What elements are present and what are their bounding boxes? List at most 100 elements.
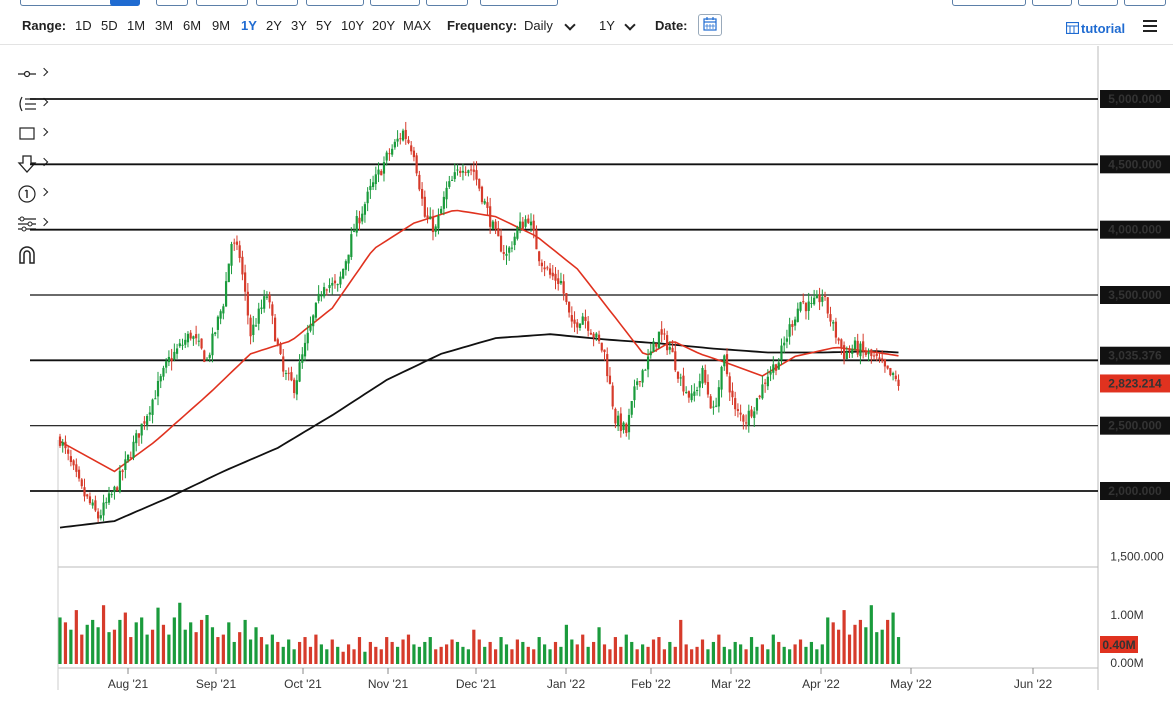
range-5y[interactable]: 5Y [316,18,332,33]
candle-body [764,382,767,384]
candle-body [135,433,138,444]
candle-body [423,196,426,217]
candle-body [401,130,405,141]
period-select[interactable]: 1Y [599,18,615,33]
price-tick-label: 2,500.000 [1108,419,1162,433]
volume-bar [592,641,596,664]
candle-body [467,170,470,174]
price-label-box [1100,286,1170,304]
frequency-select[interactable]: Daily [524,18,553,33]
volume-bar [390,641,394,664]
candle-body [358,217,361,224]
tutorial-link[interactable]: tutorial [1065,21,1126,36]
candle-body [97,511,100,519]
candle-body [780,345,783,361]
calendar-button[interactable] [698,14,722,36]
candle-body [197,340,200,342]
candle-body [309,324,312,331]
candle-body [246,291,249,316]
candle-body [295,380,298,395]
candle-body [170,357,173,362]
volume-bar [276,641,280,664]
volume-bar [281,646,285,664]
candle-body [881,358,884,362]
rectangle-tool[interactable] [14,124,54,146]
fibonacci-tool[interactable] [14,94,54,116]
candle-body [478,178,481,189]
candle-body [611,385,614,407]
magnet-tool[interactable] [14,244,54,266]
range-5d[interactable]: 5D [101,18,118,33]
tutorial-label: tutorial [1081,21,1126,36]
range-2y[interactable]: 2Y [266,18,282,33]
range-max[interactable]: MAX [403,18,432,33]
range-9m[interactable]: 9M [212,18,231,33]
volume-bar [69,629,73,664]
candle-body [489,206,492,227]
candle-body [630,401,633,415]
candle-body [872,355,876,357]
volume-bar [559,646,563,664]
range-1m[interactable]: 1M [127,18,146,33]
candle-body [761,384,764,399]
candle-body [195,334,198,339]
candle-body [162,367,165,377]
candle-body [832,322,835,324]
candle-body [388,153,391,155]
candle-body [875,353,878,356]
volume-bar [118,619,122,664]
range-3y[interactable]: 3Y [291,18,307,33]
volume-bar [657,637,661,664]
volume-bar [368,641,372,664]
volume-tick-label: 0.00M [1110,656,1143,670]
candle-body [649,351,652,356]
range-20y[interactable]: 20Y [372,18,396,33]
top-strip-block [156,0,188,6]
volume-bar [608,649,612,664]
candle-body [725,354,729,375]
menu-icon[interactable] [1143,20,1157,35]
candle-body [374,174,377,185]
volume-bar [526,646,530,664]
candle-body [475,170,478,180]
candle-body [608,375,612,384]
candle-body [132,441,135,458]
range-3m[interactable]: 3M [155,18,174,33]
top-strip-block [952,0,1026,6]
annotation-number-tool[interactable] [14,184,54,206]
candle-body [361,213,364,222]
volume-bar [336,646,340,664]
candle-body [750,409,753,417]
volume-bar [123,612,127,664]
candle-body [701,367,704,384]
range-10y[interactable]: 10Y [341,18,365,33]
volume-bar [227,622,231,664]
range-6m[interactable]: 6M [183,18,202,33]
crosshair-tool[interactable] [14,64,54,86]
volume-bar [804,646,808,664]
candle-body [755,398,759,411]
volume-bar [875,632,879,664]
candle-body [783,342,786,346]
candle-body [216,316,220,330]
candle-body [143,421,146,424]
volume-bar [156,607,160,664]
arrow-down-tool[interactable] [14,154,54,176]
candle-body [573,319,576,324]
volume-bar [472,629,476,664]
candle-body [557,278,560,285]
candle-body [679,377,682,379]
range-1d[interactable]: 1D [75,18,92,33]
range-1y[interactable]: 1Y [241,18,257,33]
volume-bar [319,644,323,664]
candle-body [99,515,102,519]
candle-body [704,369,707,383]
candle-body [342,268,345,279]
volume-bar [270,634,274,664]
rectangle-icon [19,127,35,140]
volume-bar [96,627,100,664]
candle-body [521,221,524,229]
candle-body [434,226,437,232]
candle-body [494,221,497,230]
